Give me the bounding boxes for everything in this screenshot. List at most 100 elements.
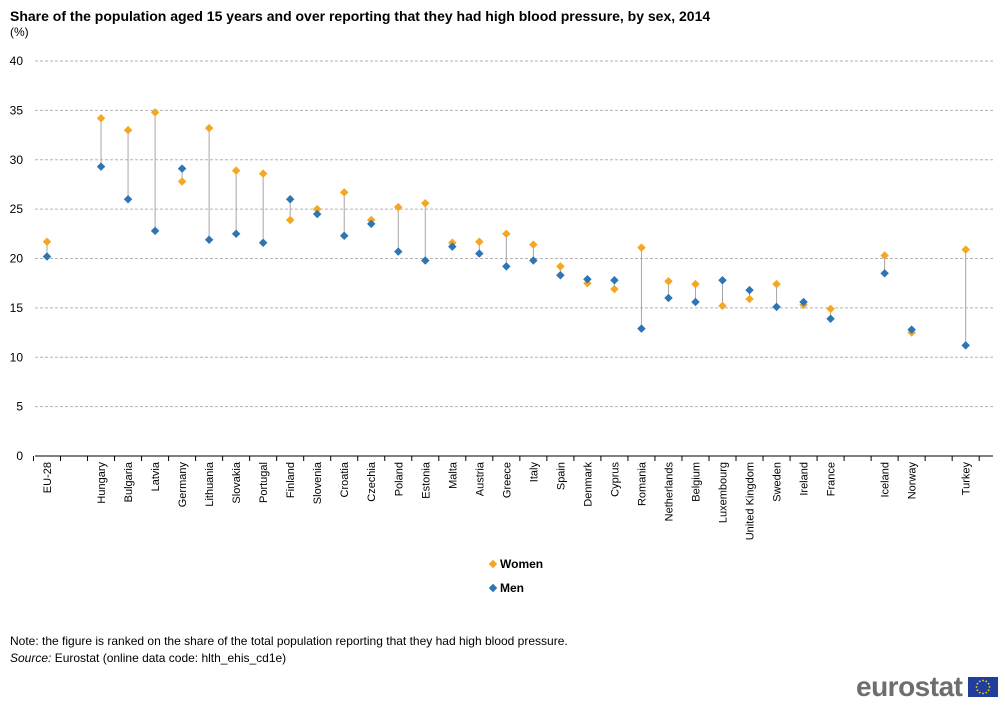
men-point <box>664 293 673 303</box>
men-point <box>745 285 754 295</box>
x-axis <box>32 455 993 461</box>
women-point <box>96 114 106 123</box>
x-tick-label: Hungary <box>96 462 108 504</box>
eu-star <box>976 686 978 688</box>
eu-star <box>989 686 991 688</box>
eu-star <box>985 680 988 683</box>
women-point <box>718 301 727 311</box>
y-tick-label: 0 <box>16 449 23 463</box>
women-men-connectors <box>46 112 967 346</box>
men-point <box>610 275 619 285</box>
men-point <box>258 238 268 247</box>
women-point <box>961 245 970 254</box>
data-markers <box>42 108 970 350</box>
men-point <box>312 209 322 219</box>
women-point <box>285 215 295 225</box>
men-point <box>42 252 52 261</box>
men-point <box>880 269 889 278</box>
y-axis-tick-labels: 0 5 10 15 20 25 30 35 40 <box>10 54 24 463</box>
x-tick-label: Italy <box>528 462 540 483</box>
x-tick-label: Sweden <box>772 462 784 502</box>
women-point <box>312 204 322 214</box>
footnote: Note: the figure is ranked on the share … <box>10 634 568 648</box>
women-point <box>502 229 511 239</box>
men-point <box>177 164 187 173</box>
legend-women-marker <box>488 559 498 569</box>
women-point <box>42 237 52 246</box>
men-point <box>772 302 781 312</box>
x-tick-label: Netherlands <box>663 462 675 522</box>
x-tick-label: Romania <box>636 461 648 506</box>
x-tick-label: United Kingdom <box>745 462 757 540</box>
women-point <box>475 237 484 246</box>
x-tick-label: Iceland <box>880 462 892 497</box>
eu-star <box>982 692 985 695</box>
eu-star <box>988 682 990 685</box>
x-tick-label: Luxembourg <box>718 462 730 523</box>
eu-star <box>985 691 988 694</box>
eu-star <box>976 689 979 692</box>
women-point <box>691 279 700 289</box>
x-tick-label: Denmark <box>582 462 594 507</box>
x-tick-label: Austria <box>474 461 486 496</box>
women-point <box>258 169 268 178</box>
women-point <box>664 276 673 286</box>
x-tick-label: Ireland <box>799 462 811 496</box>
legend-men-label: Men <box>500 581 524 595</box>
men-point <box>691 297 700 307</box>
eu-star <box>988 689 990 692</box>
eu-star <box>982 679 985 682</box>
women-point <box>772 279 781 289</box>
eurostat-logo: eurostat <box>856 673 999 701</box>
women-point <box>826 304 835 314</box>
y-tick-label: 20 <box>10 252 24 266</box>
men-point <box>394 247 403 256</box>
men-point <box>583 274 592 284</box>
x-tick-label: Latvia <box>150 461 162 491</box>
x-tick-label: Slovakia <box>231 461 243 503</box>
y-tick-label: 40 <box>10 54 24 68</box>
chart-title: Share of the population aged 15 years an… <box>10 8 711 24</box>
x-tick-label: France <box>826 462 838 496</box>
x-tick-label: Croatia <box>339 461 351 497</box>
y-tick-label: 5 <box>16 400 23 414</box>
source-label: Source: <box>10 651 52 665</box>
men-point <box>907 325 916 334</box>
men-point <box>475 249 484 258</box>
men-point <box>637 324 646 333</box>
x-tick-label: Turkey <box>961 462 973 496</box>
men-point <box>285 195 295 204</box>
x-tick-label: Slovenia <box>312 461 324 504</box>
y-tick-label: 30 <box>10 153 24 167</box>
x-tick-label: Lithuania <box>204 461 216 507</box>
source-note: Source: Eurostat (online data code: hlth… <box>10 651 286 665</box>
women-point <box>339 188 349 197</box>
x-tick-label: Bulgaria <box>123 461 135 502</box>
y-tick-label: 15 <box>10 301 24 315</box>
x-tick-label: Czechia <box>366 461 378 502</box>
x-tick-label: Belgium <box>690 462 702 502</box>
legend-men-marker <box>488 583 498 593</box>
women-point <box>637 243 646 252</box>
x-tick-label: Poland <box>393 462 405 496</box>
eu-star <box>979 691 982 694</box>
men-point <box>961 341 970 350</box>
women-point <box>556 262 565 271</box>
men-point <box>96 162 106 171</box>
men-point <box>421 256 430 265</box>
y-tick-label: 10 <box>10 350 24 364</box>
y-tick-label: 25 <box>10 202 24 216</box>
men-point <box>448 242 457 251</box>
chart-unit-label: (%) <box>10 25 29 39</box>
men-point <box>556 271 565 280</box>
men-point <box>150 226 160 236</box>
men-point <box>339 231 349 241</box>
men-point <box>826 314 835 323</box>
source-text: Eurostat (online data code: hlth_ehis_cd… <box>51 651 287 665</box>
men-point <box>799 297 808 307</box>
x-tick-label: Malta <box>447 461 459 489</box>
x-tick-label: Norway <box>907 462 919 500</box>
women-point <box>123 125 133 135</box>
dot-plot-chart: 0 5 10 15 20 25 30 35 40 EU-28 Hungary Bulgaria Lat… <box>10 54 993 595</box>
men-point <box>123 195 133 204</box>
